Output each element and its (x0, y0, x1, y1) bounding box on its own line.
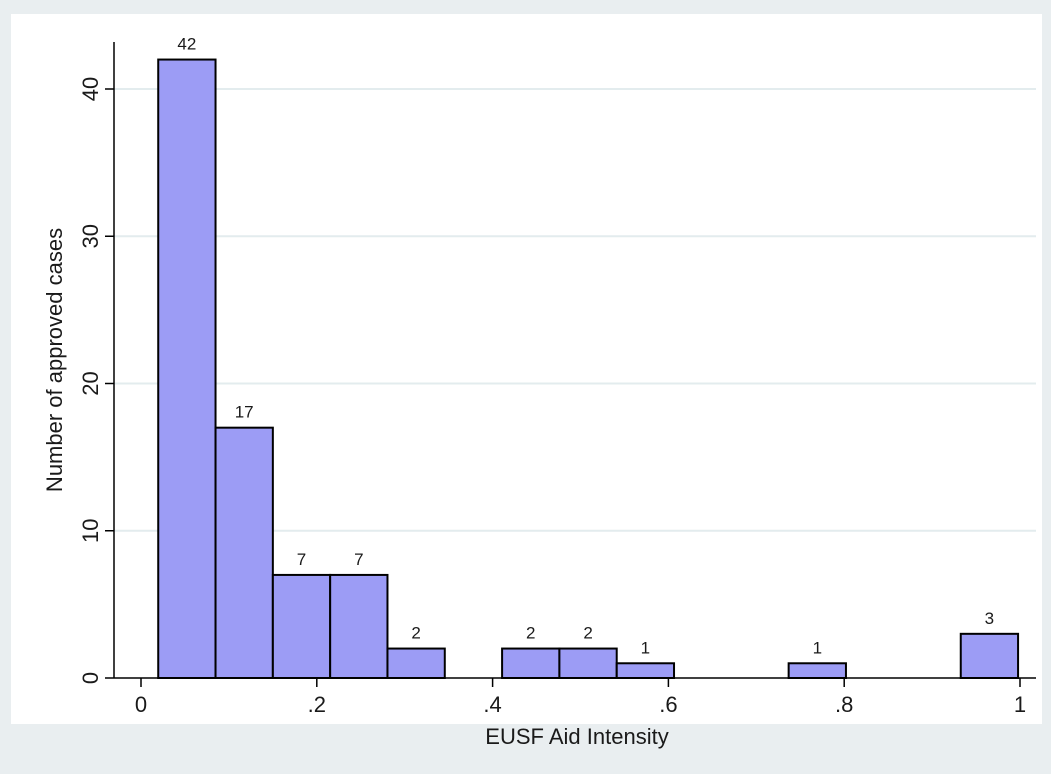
y-tick-label: 10 (78, 519, 103, 543)
x-tick-label: .2 (308, 692, 326, 717)
bar-value-label: 42 (177, 35, 196, 54)
bar-value-label: 2 (526, 624, 535, 643)
y-tick-label: 0 (78, 672, 103, 684)
histogram-bar (329, 573, 389, 679)
y-axis-title: Number of approved cases (42, 228, 67, 492)
histogram-bar (787, 662, 847, 680)
y-tick-label: 30 (78, 224, 103, 248)
x-tick-label: .8 (835, 692, 853, 717)
bar-value-label: 1 (813, 638, 822, 657)
histogram-bar (386, 647, 446, 679)
histogram-bar (157, 58, 217, 680)
bar-value-label: 1 (641, 638, 650, 657)
x-tick-label: 0 (135, 692, 147, 717)
bar-value-label: 7 (354, 550, 363, 569)
y-tick-label: 40 (78, 77, 103, 101)
histogram-bar (501, 647, 561, 679)
histogram-bar (214, 426, 274, 679)
y-tick-label: 20 (78, 371, 103, 395)
x-tick-label: .6 (659, 692, 677, 717)
histogram-bar (271, 573, 332, 679)
bar-value-label: 2 (583, 624, 592, 643)
bar-value-label: 17 (235, 403, 254, 422)
histogram-bar (615, 662, 676, 680)
histogram-bar (558, 647, 618, 679)
bar-value-label: 3 (985, 609, 994, 628)
x-tick-label: .4 (483, 692, 501, 717)
bar-value-label: 7 (297, 550, 306, 569)
bar-value-label: 2 (411, 624, 420, 643)
x-axis-title: EUSF Aid Intensity (485, 724, 668, 749)
bar-value-labels: 42 17 7 7 2 2 2 1 1 3 (177, 35, 994, 658)
histogram-bar (959, 632, 1020, 680)
x-tick-label: 1 (1014, 692, 1026, 717)
axes (113, 42, 1036, 679)
